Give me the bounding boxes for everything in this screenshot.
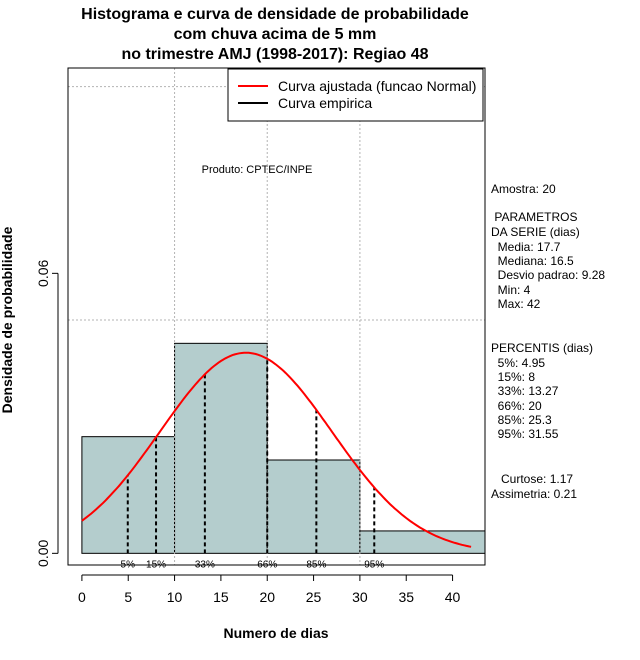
stat-p15: 15%: 8 (491, 370, 536, 384)
stat-desvio: Desvio padrao: 9.28 (491, 268, 606, 282)
stat-parametros-title: PARAMETROS (491, 210, 578, 224)
stat-p5: 5%: 4.95 (491, 356, 546, 370)
y-tick-label: 0.00 (35, 539, 51, 566)
stat-media: Media: 17.7 (491, 240, 561, 254)
x-tick-label: 40 (445, 589, 461, 605)
x-axis-label: Numero de dias (223, 625, 328, 641)
stat-curtose: Curtose: 1.17 (491, 472, 574, 486)
x-tick-label: 25 (306, 589, 322, 605)
histogram-bar (174, 342, 268, 554)
histogram-bar (359, 530, 486, 554)
stat-assimetria: Assimetria: 0.21 (491, 487, 578, 501)
legend-label: Curva ajustada (funcao Normal) (278, 78, 476, 94)
legend-label: Curva empirica (278, 95, 372, 111)
stat-p33: 33%: 13.27 (491, 384, 559, 398)
legend-box (227, 68, 484, 122)
histogram-bar (266, 459, 361, 554)
stat-max: Max: 42 (491, 297, 541, 311)
stat-percentis-title: PERCENTIS (dias) (491, 341, 594, 355)
y-axis-label: Densidade de probabilidade (0, 226, 15, 413)
stat-amostra: Amostra: 20 (491, 182, 556, 196)
x-tick-label: 35 (398, 589, 414, 605)
normal-fit-curve (81, 351, 472, 548)
chart-title-line-2: com chuva acima de 5 mm (173, 26, 377, 43)
y-tick-label: 0.06 (35, 259, 51, 286)
stat-p66: 66%: 20 (491, 399, 542, 413)
x-tick-label: 20 (259, 589, 275, 605)
x-tick-label: 10 (167, 589, 183, 605)
x-tick-label: 0 (78, 589, 86, 605)
stat-min: Min: 4 (491, 283, 531, 297)
stat-p85: 85%: 25.3 (491, 413, 552, 427)
x-tick-label: 30 (352, 589, 368, 605)
x-tick-label: 5 (124, 589, 132, 605)
chart-title-line-1: Histograma e curva de densidade de proba… (81, 6, 469, 23)
stat-parametros-subtitle: DA SERIE (dias) (491, 225, 580, 239)
x-tick-label: 15 (213, 589, 229, 605)
plot-frame (67, 67, 486, 566)
stat-p95: 95%: 31.55 (491, 427, 559, 441)
product-annotation: Produto: CPTEC/INPE (202, 164, 313, 176)
chart-title-line-3: no trimestre AMJ (1998-2017): Regiao 48 (121, 46, 429, 63)
stat-mediana: Mediana: 16.5 (491, 254, 574, 268)
